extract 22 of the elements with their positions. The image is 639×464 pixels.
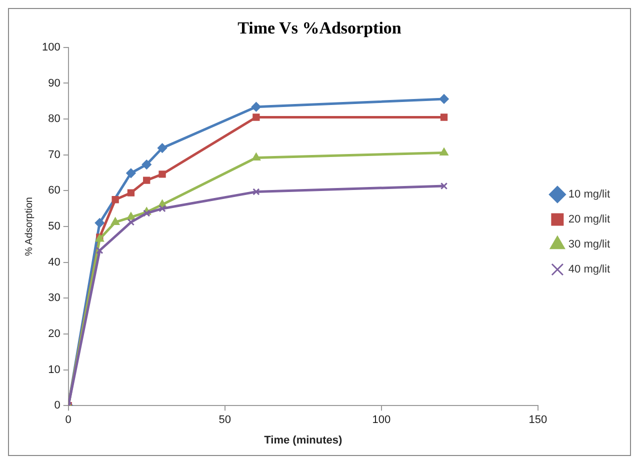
y-tick-label: 50 [48, 220, 60, 233]
y-tick-label: 100 [42, 41, 60, 54]
y-tick-label: 20 [48, 328, 60, 340]
x-tick-label: 0 [65, 414, 72, 426]
legend-label: 40 mg/lit [568, 264, 610, 276]
y-tick-label: 90 [48, 77, 60, 90]
y-tick-label: 0 [54, 400, 60, 412]
x-tick-label: 50 [218, 414, 232, 426]
y-tick-label: 30 [48, 292, 60, 304]
legend-label: 20 mg/lit [568, 214, 610, 226]
y-tick-label: 40 [48, 256, 60, 268]
y-tick-label: 80 [48, 113, 60, 126]
x-tick-label: 150 [528, 414, 548, 426]
legend-label: 30 mg/lit [568, 238, 610, 251]
y-tick-label: 60 [48, 184, 60, 197]
x-tick-label: 100 [372, 414, 391, 426]
y-tick-label: 10 [48, 364, 60, 376]
chart-title: Time Vs %Adsorption [238, 18, 402, 38]
legend-label: 10 mg/lit [568, 188, 610, 201]
y-tick-label: 70 [48, 148, 60, 161]
y-axis-title: % Adsorption [24, 197, 35, 256]
x-axis-title: Time (minutes) [264, 434, 342, 446]
